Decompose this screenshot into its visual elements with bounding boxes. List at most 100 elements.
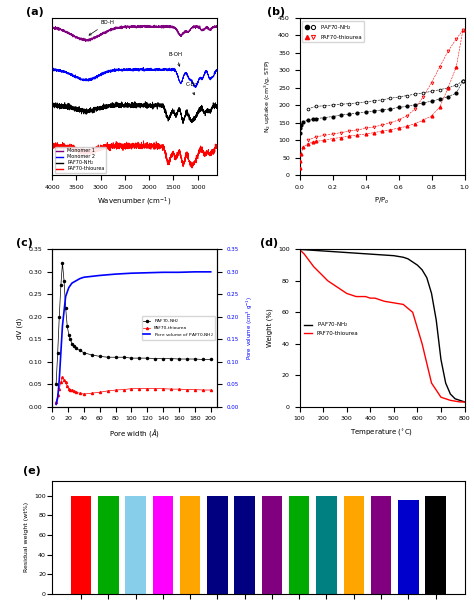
PAF70-thiourea <box>200 386 206 394</box>
PAF70-thiourea <box>325 277 331 284</box>
PAF70-NH$_2$ <box>71 343 76 350</box>
PAF70-NH$_2$ <box>192 355 198 362</box>
Bar <box>207 496 228 594</box>
PAF70-NH$_2$ <box>73 344 79 352</box>
Bar <box>98 496 118 594</box>
PAF70-NH$_2$ <box>176 355 182 362</box>
PAF70-NH$_2$ <box>428 98 434 105</box>
PAF70-thiourea <box>184 386 190 393</box>
PAF70-NH$_2$ <box>69 340 75 347</box>
PAF70-NH$_2$ <box>424 274 429 281</box>
Y-axis label: Residual weight (wt%): Residual weight (wt%) <box>24 502 29 572</box>
Line: PAF70-thiourea: PAF70-thiourea <box>300 250 465 402</box>
Pore volume of PAF70-NH$_2$ <box>77 275 83 282</box>
PAF70-thiourea <box>447 397 453 404</box>
PAF70-NH$_2$ <box>137 355 142 362</box>
PAF70-NH$_2$ <box>64 322 70 329</box>
Pore volume of PAF70-NH$_2$ <box>56 376 62 383</box>
Text: (c): (c) <box>16 238 33 248</box>
PAF70-thiourea <box>387 126 393 133</box>
PAF70-NH$_2$ <box>457 397 463 404</box>
PAF70-NH$_2$ <box>332 248 338 256</box>
X-axis label: Pore width ($\AA$): Pore width ($\AA$) <box>109 427 160 439</box>
PAF70-NH$_2$ <box>443 379 448 386</box>
PAF70-thiourea <box>348 292 354 299</box>
PAF70-NH$_2$ <box>160 355 166 362</box>
Line: PAF70-thiourea: PAF70-thiourea <box>55 376 212 403</box>
PAF70-thiourea <box>346 133 352 140</box>
Pore volume of PAF70-NH$_2$ <box>66 284 72 291</box>
PAF70-thiourea <box>358 293 364 300</box>
PAF70-NH$_2$ <box>396 104 401 111</box>
Bar <box>262 496 282 594</box>
Legend: PAF70-NH$_2$, PAF70-thiourea: PAF70-NH$_2$, PAF70-thiourea <box>302 319 360 337</box>
PAF70-thiourea <box>77 389 83 397</box>
PAF70-NH$_2$ <box>401 254 406 261</box>
Bar <box>126 496 146 594</box>
PAF70-NH$_2$ <box>67 335 73 343</box>
PAF70-thiourea <box>89 389 95 397</box>
Pore volume of PAF70-NH$_2$ <box>53 401 59 408</box>
PAF70-thiourea <box>338 134 344 141</box>
PAF70-NH$_2$ <box>346 110 352 118</box>
PAF70-thiourea <box>168 386 174 393</box>
PAF70-NH$_2$ <box>391 252 397 259</box>
PAF70-NH$_2$ <box>420 100 426 107</box>
Y-axis label: Pore volume (cm$^3$ g$^{-1}$): Pore volume (cm$^3$ g$^{-1}$) <box>245 296 255 360</box>
PAF70-NH$_2$ <box>396 253 401 260</box>
PAF70-NH$_2$ <box>355 109 360 116</box>
PAF70-thiourea <box>412 120 418 127</box>
PAF70-thiourea <box>316 268 321 275</box>
PAF70-thiourea <box>367 295 373 302</box>
PAF70-NH$_2$ <box>128 355 134 362</box>
PAF70-thiourea <box>306 257 312 264</box>
PAF70-NH$_2$ <box>447 391 453 398</box>
Pore volume of PAF70-NH$_2$ <box>81 274 87 281</box>
Pore volume of PAF70-NH$_2$ <box>176 269 182 276</box>
PAF70-thiourea <box>145 385 150 392</box>
PAF70-NH$_2$ <box>419 266 425 274</box>
Y-axis label: dV (d): dV (d) <box>17 317 23 338</box>
PAF70-thiourea <box>301 251 307 258</box>
PAF70-NH$_2$ <box>297 246 302 253</box>
Line: PAF70-NH$_2$: PAF70-NH$_2$ <box>299 80 464 135</box>
PAF70-NH$_2$ <box>55 349 61 356</box>
PAF70-thiourea <box>153 385 158 392</box>
PAF70-NH$_2$ <box>404 103 410 110</box>
PAF70-thiourea <box>353 293 359 300</box>
Bar <box>344 496 364 594</box>
PAF70-NH$_2$ <box>344 249 349 256</box>
PAF70-NH$_2$ <box>356 250 361 257</box>
PAF70-NH$_2$ <box>428 290 434 297</box>
Legend: PAF70-NH$_2$, PAF70-thiourea, Pore volume of PAF70-NH$_2$: PAF70-NH$_2$, PAF70-thiourea, Pore volum… <box>142 316 215 340</box>
PAF70-NH$_2$ <box>77 347 83 354</box>
PAF70-NH$_2$ <box>313 115 319 122</box>
PAF70-NH$_2$ <box>460 77 466 85</box>
PAF70-thiourea <box>66 385 72 392</box>
PAF70-thiourea <box>310 139 316 146</box>
Line: PAF70-NH$_2$: PAF70-NH$_2$ <box>55 262 212 385</box>
PAF70-NH$_2$ <box>105 353 110 361</box>
PAF70-NH$_2$ <box>309 247 314 254</box>
X-axis label: Wavenumber (cm$^{-1}$): Wavenumber (cm$^{-1}$) <box>98 196 172 208</box>
PAF70-thiourea <box>53 398 59 406</box>
PAF70-thiourea <box>58 379 64 386</box>
Text: (e): (e) <box>23 466 41 476</box>
PAF70-thiourea <box>410 308 416 316</box>
PAF70-thiourea <box>64 383 70 390</box>
PAF70-NH$_2$ <box>405 255 411 262</box>
PAF70-thiourea <box>377 296 383 304</box>
PAF70-thiourea <box>67 386 73 393</box>
PAF70-NH$_2$ <box>200 356 206 363</box>
PAF70-NH$_2$ <box>145 355 150 362</box>
PAF70-thiourea <box>371 129 377 136</box>
PAF70-thiourea <box>344 290 349 297</box>
Text: (b): (b) <box>266 7 285 17</box>
Bar <box>235 496 255 594</box>
PAF70-NH$_2$ <box>367 251 373 258</box>
PAF70-NH$_2$ <box>379 251 385 259</box>
PAF70-NH$_2$ <box>300 119 306 126</box>
Pore volume of PAF70-NH$_2$ <box>55 394 61 401</box>
Bar <box>153 496 173 594</box>
Y-axis label: N$_2$ uptake (cm$^3$/g, STP): N$_2$ uptake (cm$^3$/g, STP) <box>262 60 273 133</box>
